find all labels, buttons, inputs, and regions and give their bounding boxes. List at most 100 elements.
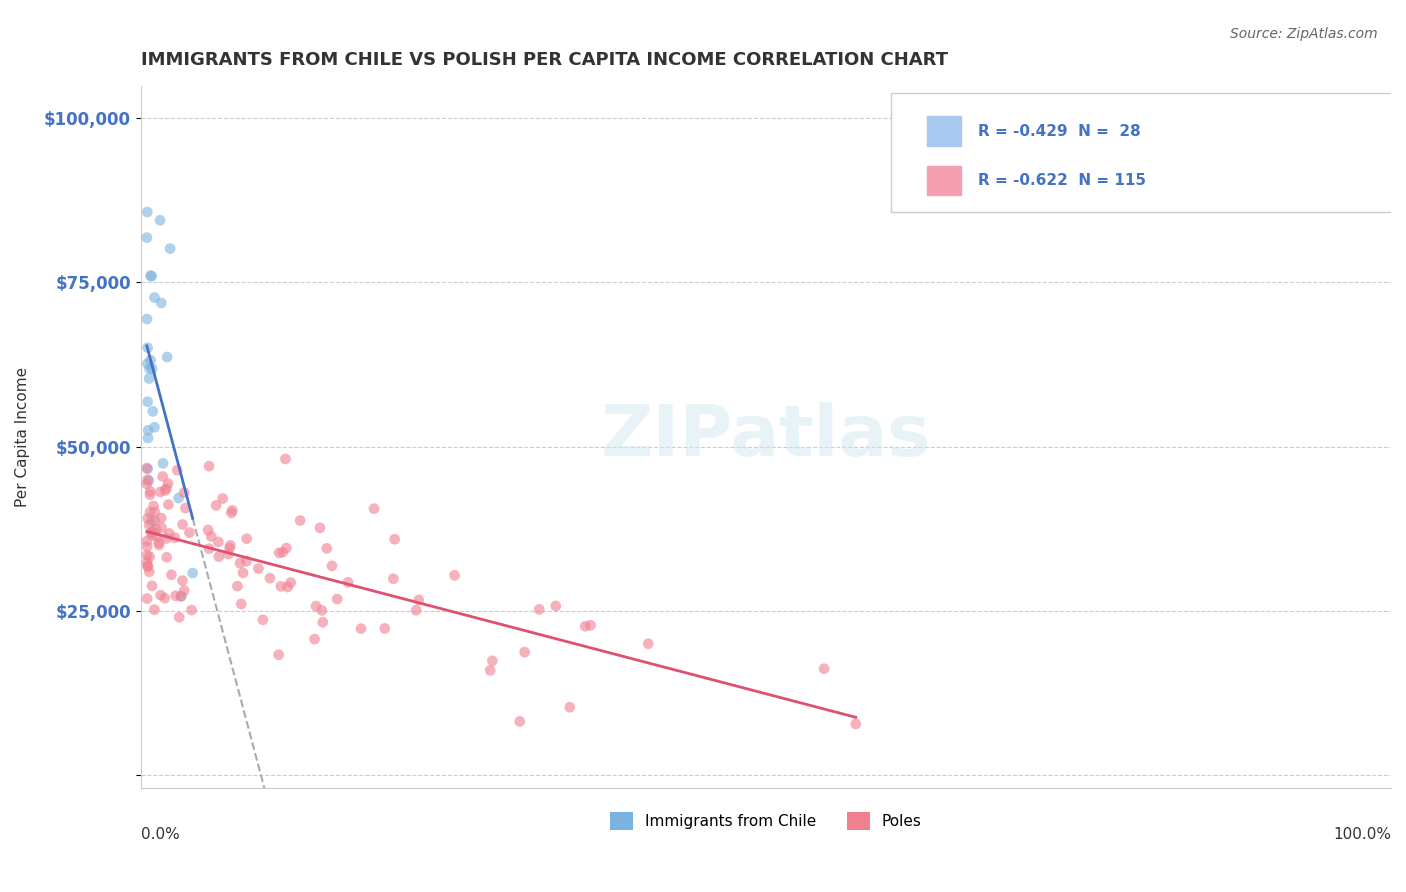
Point	[149, 213, 172, 227]
Point	[384, 533, 406, 547]
Point	[143, 514, 166, 528]
Point	[274, 452, 297, 467]
Point	[138, 371, 160, 385]
Point	[197, 523, 219, 537]
Point	[479, 664, 502, 678]
Point	[231, 597, 253, 611]
Point	[174, 501, 197, 516]
Point	[280, 575, 302, 590]
Point	[350, 622, 373, 636]
Point	[139, 353, 162, 368]
Point	[156, 550, 179, 565]
Point	[152, 469, 174, 483]
Point	[143, 291, 166, 305]
Point	[157, 498, 180, 512]
Point	[141, 514, 163, 528]
Point	[232, 566, 254, 580]
Point	[167, 491, 190, 505]
Point	[143, 602, 166, 616]
Point	[405, 603, 427, 617]
Point	[235, 532, 257, 546]
Point	[136, 555, 159, 569]
Point	[157, 476, 180, 491]
Point	[374, 622, 396, 636]
Point	[269, 546, 291, 560]
Point	[276, 541, 298, 555]
Point	[156, 350, 179, 364]
Point	[337, 575, 360, 590]
Point	[321, 558, 343, 573]
Point	[544, 599, 567, 613]
Point	[218, 541, 240, 556]
Point	[166, 463, 188, 477]
Point	[211, 491, 233, 506]
Point	[221, 506, 243, 520]
Point	[136, 341, 159, 355]
Point	[157, 526, 180, 541]
Point	[138, 565, 160, 579]
Point	[136, 558, 159, 573]
Point	[326, 592, 349, 607]
Point	[160, 567, 183, 582]
Point	[558, 700, 581, 714]
Text: R = -0.622  N = 115: R = -0.622 N = 115	[979, 173, 1146, 188]
Point	[252, 613, 274, 627]
Point	[159, 242, 181, 256]
Point	[173, 485, 195, 500]
Point	[143, 420, 166, 434]
Point	[574, 619, 596, 633]
Point	[198, 541, 221, 556]
Point	[153, 591, 176, 606]
Text: R = -0.429  N =  28: R = -0.429 N = 28	[979, 124, 1142, 138]
Point	[198, 459, 221, 474]
Point	[813, 662, 835, 676]
Y-axis label: Per Capita Income: Per Capita Income	[15, 367, 30, 507]
Point	[382, 572, 405, 586]
Point	[142, 404, 165, 418]
Point	[136, 540, 159, 554]
Point	[311, 603, 333, 617]
Point	[200, 529, 222, 543]
Legend: Immigrants from Chile, Poles: Immigrants from Chile, Poles	[603, 805, 928, 837]
Point	[142, 499, 165, 513]
Point	[141, 528, 163, 542]
Point	[207, 535, 229, 549]
Point	[145, 529, 167, 543]
Point	[136, 591, 159, 606]
Point	[309, 521, 332, 535]
Point	[167, 610, 190, 624]
Point	[149, 485, 172, 500]
Point	[141, 361, 163, 376]
Point	[148, 538, 170, 552]
Point	[136, 312, 159, 326]
Point	[138, 361, 160, 376]
Point	[845, 717, 868, 731]
Point	[153, 483, 176, 498]
Point	[136, 473, 159, 487]
Point	[481, 654, 503, 668]
Point	[247, 561, 270, 575]
Point	[277, 580, 299, 594]
Point	[226, 579, 249, 593]
Point	[172, 517, 194, 532]
Point	[217, 547, 239, 561]
Point	[267, 648, 290, 662]
Point	[315, 541, 337, 556]
Point	[270, 579, 292, 593]
Point	[259, 571, 281, 585]
Point	[181, 566, 204, 580]
Point	[136, 533, 159, 548]
Point	[139, 484, 162, 499]
Point	[170, 590, 193, 604]
Point	[136, 431, 159, 445]
FancyBboxPatch shape	[927, 117, 960, 146]
Point	[139, 505, 162, 519]
FancyBboxPatch shape	[927, 166, 960, 195]
Point	[143, 505, 166, 519]
Point	[205, 499, 228, 513]
Point	[221, 503, 243, 517]
Point	[142, 524, 165, 539]
Point	[529, 602, 551, 616]
Point	[136, 548, 159, 562]
Text: 100.0%: 100.0%	[1333, 827, 1391, 842]
